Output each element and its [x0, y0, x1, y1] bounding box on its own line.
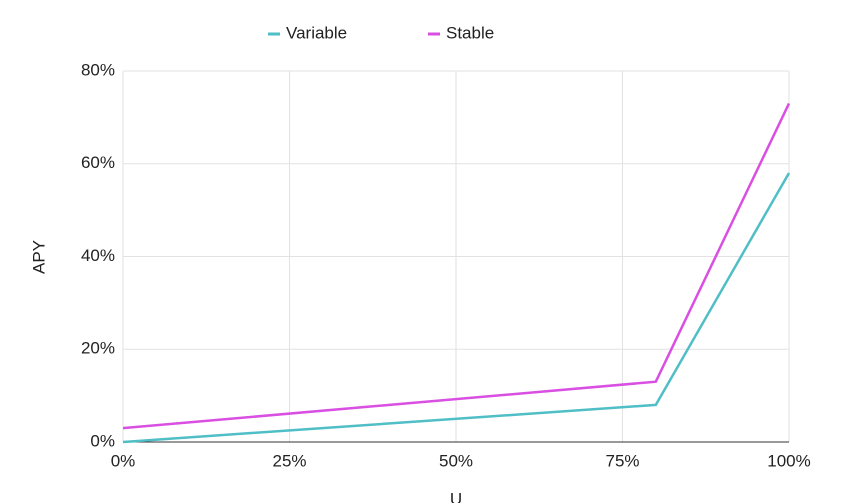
- series-line: [122, 172, 791, 444]
- x-tick-label: 0%: [111, 451, 136, 470]
- y-tick-label: 80%: [81, 60, 115, 79]
- x-tick-label: 50%: [439, 451, 473, 470]
- y-tick-label: 60%: [81, 153, 115, 172]
- legend-label: Variable: [286, 23, 347, 42]
- x-axis-label: U: [450, 489, 462, 503]
- y-axis-label: APY: [29, 240, 48, 274]
- y-tick-label: 0%: [90, 431, 115, 450]
- x-tick-label: 25%: [272, 451, 306, 470]
- series-line: [122, 102, 791, 430]
- legend-label: Stable: [446, 23, 494, 42]
- y-tick-label: 40%: [81, 246, 115, 265]
- x-tick-label: 100%: [767, 451, 810, 470]
- y-tick-label: 20%: [81, 339, 115, 358]
- x-tick-label: 75%: [605, 451, 639, 470]
